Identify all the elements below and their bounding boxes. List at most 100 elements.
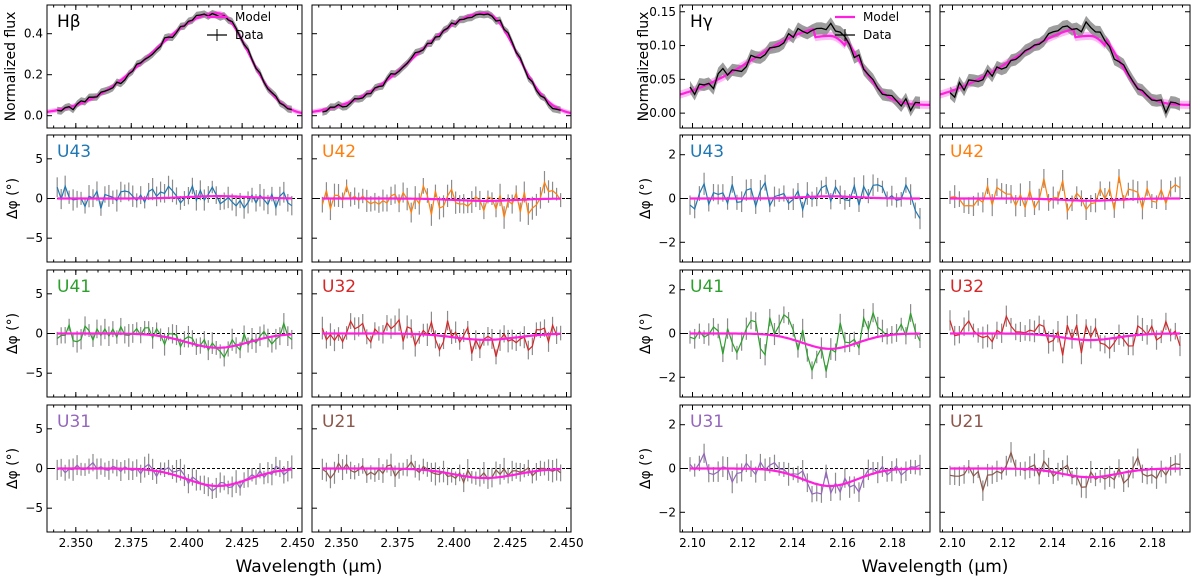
- baseline-label: U21: [322, 412, 356, 432]
- baseline-label: U32: [322, 277, 356, 297]
- phase-panel-0-3-1: U21 2.350 2.375 2.400 2.425 2.450: [311, 404, 584, 550]
- x-tick-label: 2.16: [1089, 536, 1116, 550]
- model-line: [322, 332, 561, 341]
- baseline-label: U43: [57, 142, 91, 162]
- phase-panel-1-3-0: U31 2.10 2.12 2.14 2.16 2.18 −2 0 2 Δφ (°): [638, 404, 931, 550]
- y-tick-label: −2: [658, 235, 676, 249]
- y-tick-label: 0: [668, 192, 676, 206]
- data-line: [949, 20, 1181, 115]
- data-line: [321, 318, 561, 357]
- y-tick-label: 0.4: [24, 27, 43, 41]
- panel-frame: [46, 4, 303, 129]
- y-tick-label: −5: [25, 366, 43, 380]
- y-axis-label: Normalized flux: [636, 12, 652, 122]
- data-line: [56, 321, 293, 359]
- y-tick-label: 2: [668, 283, 676, 297]
- data-line: [689, 451, 921, 495]
- x-tick-label: 2.350: [59, 536, 93, 550]
- x-tick-label: 2.350: [324, 536, 358, 550]
- model-line: [950, 332, 1180, 342]
- panel-frame: [939, 4, 1191, 129]
- data-line: [322, 13, 561, 113]
- data-line: [689, 310, 921, 373]
- x-tick-label: 2.425: [225, 536, 259, 550]
- baseline-label: U31: [57, 412, 91, 432]
- model-line: [690, 467, 920, 488]
- y-tick-label: 0: [668, 462, 676, 476]
- y-tick-label: −5: [25, 231, 43, 245]
- y-axis-label: Δφ (°): [638, 313, 654, 354]
- panel-frame: [311, 4, 572, 129]
- model-line: [57, 332, 292, 349]
- phase-panel-0-2-0: U41 −5 0 5 Δφ (°): [5, 269, 303, 398]
- flux-panel-0-0: 0.0 0.2 0.4 Normalized flux Hβ Model Data: [3, 4, 303, 129]
- plot-area: [47, 453, 302, 499]
- line-name: Hγ: [690, 12, 713, 32]
- y-tick-label: 5: [35, 152, 43, 166]
- data-line: [689, 181, 921, 219]
- phase-panel-1-2-0: U41 −2 0 2 Δφ (°): [638, 269, 931, 398]
- y-tick-label: 0.05: [649, 72, 676, 86]
- plot-area: [680, 303, 930, 380]
- x-tick-label: 2.10: [679, 536, 706, 550]
- y-tick-label: −5: [25, 501, 43, 515]
- legend-model-label: Model: [863, 10, 899, 24]
- x-tick-label: 2.12: [729, 536, 756, 550]
- plot-area: [312, 10, 571, 116]
- y-tick-label: −2: [658, 505, 676, 519]
- baseline-label: U41: [57, 277, 91, 297]
- y-tick-label: 0.10: [649, 39, 676, 53]
- phase-panel-1-2-1: U32: [939, 269, 1191, 398]
- y-tick-label: 5: [35, 287, 43, 301]
- x-tick-label: 2.400: [437, 536, 471, 550]
- phase-panel-1-3-1: U21 2.10 2.12 2.14 2.16 2.18: [939, 404, 1191, 550]
- x-tick-label: 2.16: [829, 536, 856, 550]
- baseline-label: U43: [690, 142, 724, 162]
- x-axis-label: Wavelength (μm): [862, 557, 1009, 577]
- x-tick-label: 2.10: [939, 536, 966, 550]
- baseline-label: U42: [950, 142, 984, 162]
- y-axis-label: Δφ (°): [638, 448, 654, 489]
- model-line: [680, 27, 930, 107]
- model-line: [57, 195, 292, 200]
- x-tick-label: 2.375: [114, 536, 148, 550]
- x-tick-label: 2.450: [549, 536, 583, 550]
- baseline-label: U41: [690, 277, 724, 297]
- y-tick-label: 0: [35, 462, 43, 476]
- model-line: [322, 197, 561, 202]
- y-tick-label: 2: [668, 418, 676, 432]
- y-tick-label: 0.2: [24, 68, 43, 82]
- plot-area: [47, 175, 302, 219]
- baseline-label: U21: [950, 412, 984, 432]
- flux-panel-1-1: [939, 4, 1191, 129]
- plot-area: [47, 313, 302, 367]
- plot-area: [312, 308, 571, 365]
- data-line: [57, 12, 292, 112]
- model-band: [940, 25, 1190, 110]
- y-axis-label: Δφ (°): [5, 178, 21, 219]
- x-tick-label: 2.18: [879, 536, 906, 550]
- x-tick-label: 2.12: [989, 536, 1016, 550]
- y-axis-label: Δφ (°): [5, 448, 21, 489]
- plot-area: [940, 305, 1190, 365]
- model-line: [312, 12, 571, 115]
- model-line: [690, 332, 920, 350]
- y-tick-label: 0.0: [24, 109, 43, 123]
- data-line: [321, 180, 562, 218]
- y-tick-label: 0.15: [649, 5, 676, 19]
- flux-panel-0-1: [311, 4, 572, 129]
- x-axis-label: Wavelength (μm): [236, 557, 383, 577]
- x-tick-label: 2.18: [1139, 536, 1166, 550]
- y-axis-label: Δφ (°): [638, 178, 654, 219]
- line-name: Hβ: [57, 12, 81, 32]
- legend-data-label: Data: [235, 28, 264, 42]
- baseline-label: U42: [322, 142, 356, 162]
- model-line: [322, 467, 561, 480]
- y-tick-label: −2: [658, 370, 676, 384]
- model-line: [57, 467, 292, 488]
- phase-panel-1-1-1: U42: [939, 134, 1191, 263]
- legend-model-label: Model: [235, 10, 271, 24]
- phase-panel-0-1-1: U42: [311, 134, 572, 263]
